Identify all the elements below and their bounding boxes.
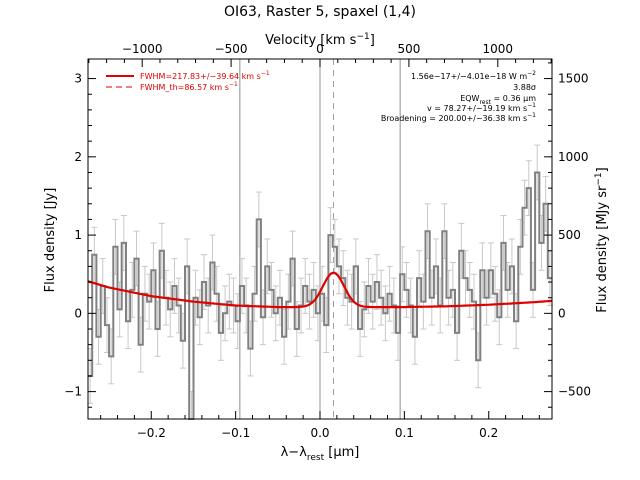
annotation-eqw: EQWrest = 0.36 μm — [460, 94, 536, 106]
plot-layer: −0.2 −0.1 0.0 0.1 0.2 −1 0 1 2 3 −1000 −500 0 500 1000… — [64, 42, 591, 440]
x-axis-label: λ−λrest [μm] — [281, 445, 360, 463]
y-tick-label: 1 — [74, 228, 82, 242]
right-tick-label: 500 — [558, 228, 581, 242]
x-tick-label: 0.1 — [395, 426, 414, 440]
y-axis-label: Flux density [Jy] — [43, 188, 58, 293]
y-tick-label: −1 — [64, 385, 82, 399]
annotation-broadening: Broadening = 200.00+/−36.38 km s−1 — [381, 112, 536, 123]
right-tick-label: 1500 — [558, 72, 589, 86]
top-tick-label: −500 — [215, 42, 248, 56]
chart-title: OI63, Raster 5, spaxel (1,4) — [224, 4, 416, 20]
top-tick-label: 1000 — [483, 42, 514, 56]
fit-annotations: 1.56e−17+/−4.01e−18 W m−2 3.88σ EQWrest … — [381, 70, 536, 123]
fit-total-curve — [87, 271, 553, 309]
annotation-velocity: v = 78.27+/−19.19 km s−1 — [427, 102, 536, 113]
right-tick-label: −500 — [558, 385, 591, 399]
right-axis-label: Flux density [MJy sr−1] — [594, 167, 610, 312]
annotation-flux: 1.56e−17+/−4.01e−18 W m−2 — [411, 70, 536, 81]
y-tick-label: 2 — [74, 150, 82, 164]
legend-label-fwhm-th: FWHM_th=86.57 km s−1 — [140, 81, 238, 92]
y-tick-label: 3 — [74, 72, 82, 86]
y-tick-label: 0 — [74, 306, 82, 320]
x-tick-label: −0.1 — [221, 426, 250, 440]
top-tick-label: 500 — [397, 42, 420, 56]
x-tick-label: 0.0 — [310, 426, 329, 440]
top-axis-label: Velocity [km s−1] — [265, 32, 375, 48]
legend-label-fwhm: FWHM=217.83+/−39.64 km s−1 — [140, 70, 270, 81]
top-tick-label: 0 — [316, 42, 324, 56]
annotation-sigma: 3.88σ — [513, 83, 536, 92]
legend: FWHM=217.83+/−39.64 km s−1 FWHM_th=86.57… — [106, 70, 270, 92]
top-tick-label: −1000 — [122, 42, 163, 56]
x-tick-label: 0.2 — [479, 426, 498, 440]
right-tick-label: 1000 — [558, 150, 589, 164]
right-tick-label: 0 — [558, 306, 566, 320]
x-tick-label: −0.2 — [137, 426, 166, 440]
